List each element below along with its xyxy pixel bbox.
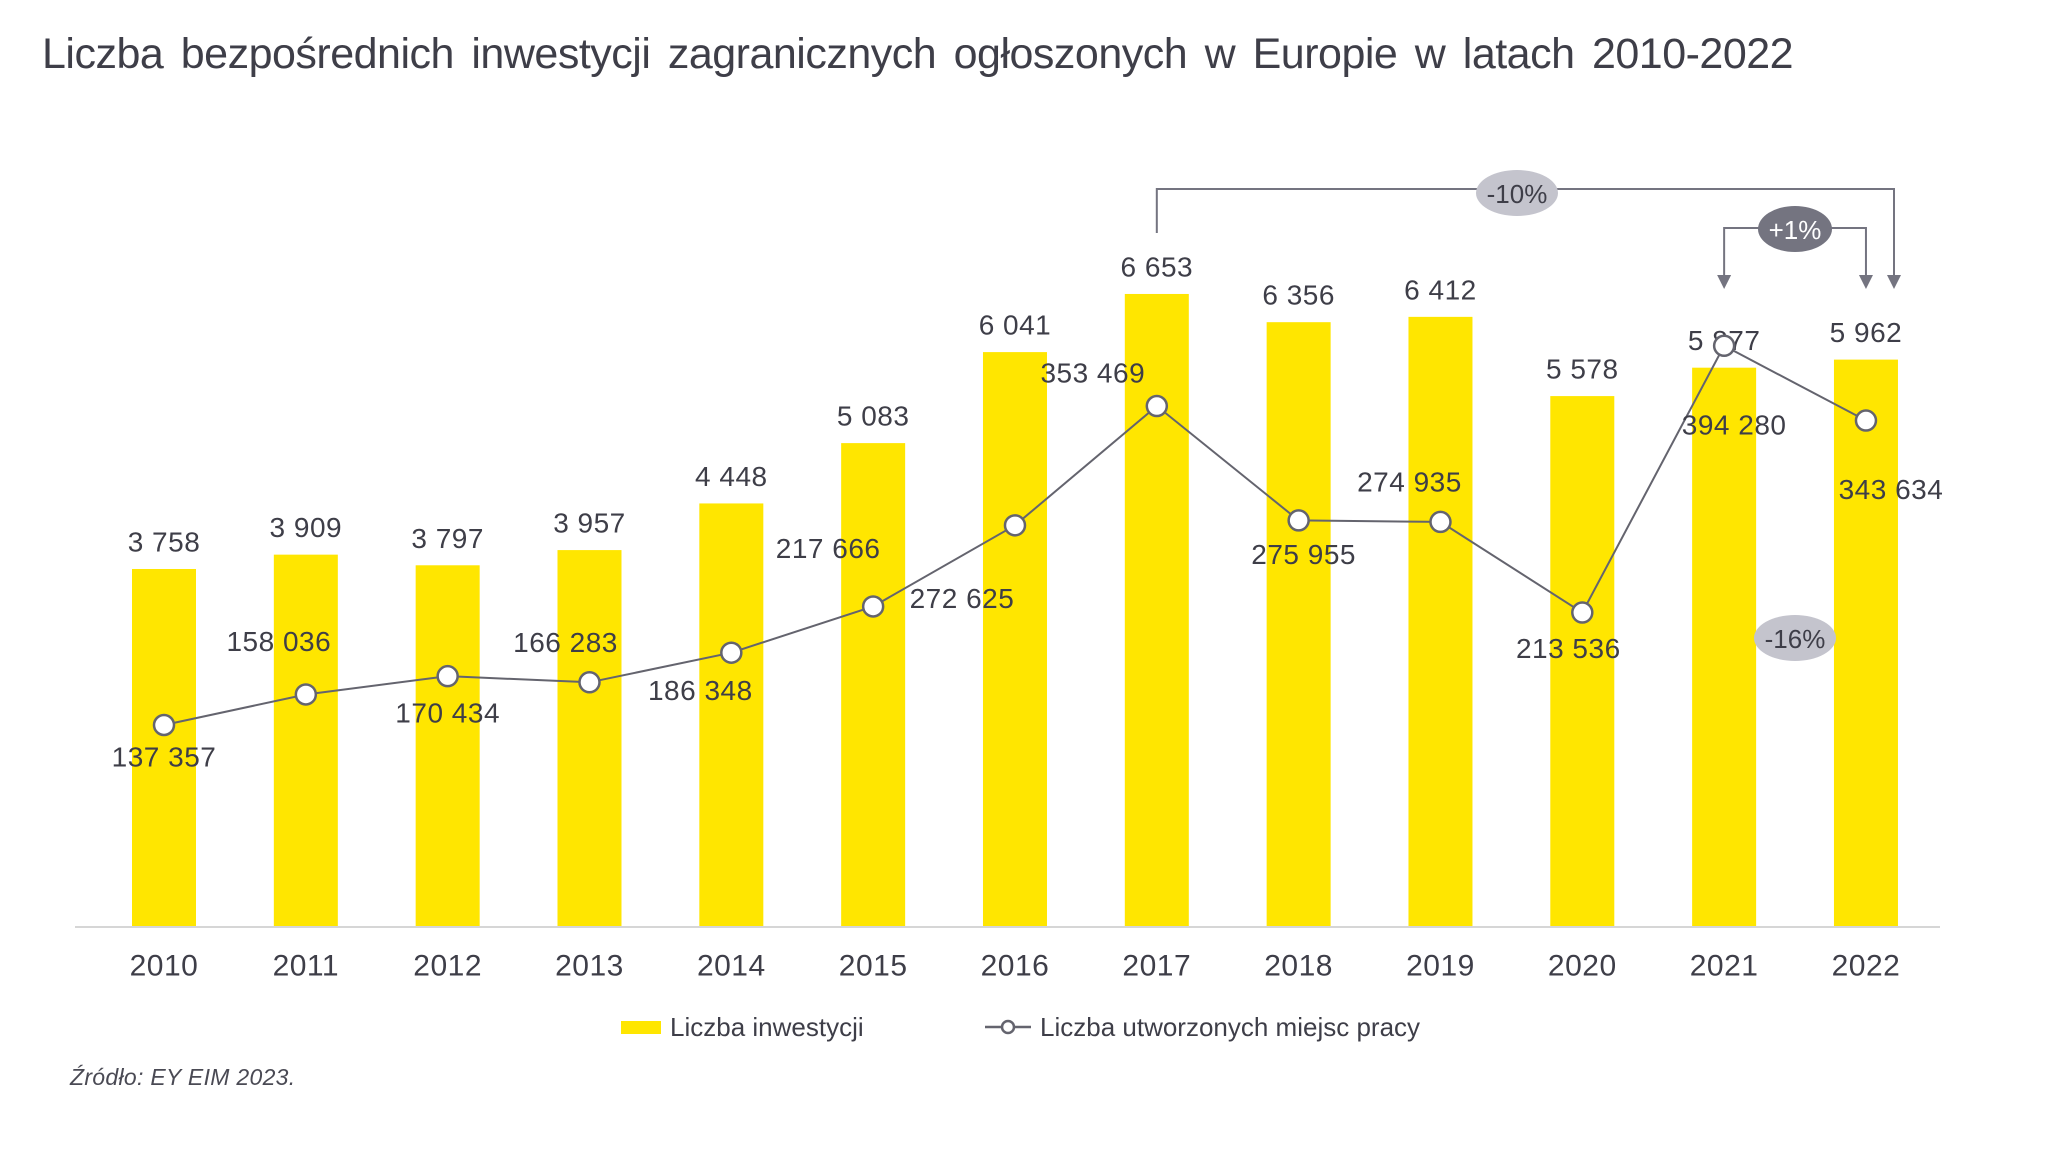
legend-item-jobs: Liczba utworzonych miejsc pracy [985, 1010, 1420, 1044]
line-point-2020 [1571, 601, 1594, 624]
line-point-2019 [1429, 510, 1452, 534]
arrow-down-icon-2022 [1858, 275, 1873, 289]
line-label-2020: 213 536 [1516, 633, 1621, 664]
line-point-2014 [720, 641, 743, 664]
bar-label-2022: 5 962 [1830, 317, 1903, 348]
bar-2018 [1266, 322, 1331, 926]
line-point-2012 [436, 664, 459, 688]
line-label-2015: 217 666 [776, 533, 881, 564]
bar-label-2015: 5 083 [837, 401, 910, 432]
line-label-2022: 343 634 [1839, 474, 1944, 505]
bar-swatch-icon [621, 1020, 661, 1034]
bar-label-2019: 6 412 [1404, 274, 1477, 305]
bar-label-2014: 4 448 [695, 461, 768, 492]
line-label-2012: 170 434 [395, 698, 500, 729]
year-label-2017: 2017 [1122, 950, 1191, 983]
legend-item-investments: Liczba inwestycji [621, 1010, 864, 1044]
bar-2019 [1408, 316, 1473, 926]
line-label-2016: 272 625 [910, 583, 1015, 614]
badge-plus-1 [1758, 206, 1832, 252]
bar-2013 [557, 550, 622, 926]
year-label-2022: 2022 [1832, 950, 1901, 983]
badge-minus-10 [1476, 170, 1558, 216]
year-label-2015: 2015 [839, 950, 908, 983]
bar-label-2011: 3 909 [270, 512, 343, 543]
bar-label-2017: 6 653 [1121, 251, 1194, 282]
year-label-2012: 2012 [413, 950, 482, 983]
arrow-down-icon-2021 [1717, 275, 1732, 289]
legend: Liczba inwestycji Liczba utworzonych mie… [0, 1010, 2048, 1044]
year-label-2021: 2021 [1690, 950, 1759, 983]
badge-minus-16 [1754, 615, 1836, 661]
bar-2020 [1550, 396, 1615, 927]
bar-2014 [699, 503, 764, 926]
bar-2015 [841, 443, 906, 926]
bar-label-2012: 3 797 [411, 523, 484, 554]
badge-minus-10-label: -10% [1487, 179, 1548, 209]
arrow-down-icon-2022-outer [1887, 275, 1901, 289]
line-label-2018: 275 955 [1251, 539, 1356, 570]
year-label-2011: 2011 [273, 950, 340, 983]
line-label-2011: 158 036 [226, 626, 331, 657]
chart-title: Liczba bezpośrednich inwestycji zagranic… [42, 30, 1794, 78]
year-label-2019: 2019 [1406, 950, 1475, 983]
line-point-2015 [861, 595, 885, 618]
line-point-2018 [1287, 509, 1310, 532]
bar-label-2013: 3 957 [553, 508, 626, 539]
year-label-2014: 2014 [697, 950, 766, 983]
line-point-2010 [152, 713, 176, 737]
badge-minus-16-label: -16% [1765, 624, 1826, 654]
bar-2012 [415, 565, 480, 926]
line-marker-icon [985, 1019, 1031, 1035]
line-label-2019: 274 935 [1357, 466, 1462, 497]
year-label-2010: 2010 [130, 950, 199, 983]
year-label-2020: 2020 [1548, 950, 1617, 983]
bar-2016 [982, 352, 1047, 927]
bar-2017 [1124, 293, 1189, 927]
year-label-2013: 2013 [555, 950, 624, 983]
badge-plus-1-label: +1% [1769, 215, 1822, 245]
source-note: Źródło: EY EIM 2023. [70, 1064, 296, 1090]
bar-label-2016: 6 041 [979, 310, 1052, 341]
line-label-2013: 166 283 [513, 627, 618, 658]
line-label-2014: 186 348 [648, 675, 753, 706]
bar-2010 [132, 568, 196, 926]
line-label-2010: 137 357 [112, 742, 217, 773]
bar-label-2010: 3 758 [128, 526, 201, 557]
year-label-2018: 2018 [1264, 950, 1333, 983]
legend-line-label: Liczba utworzonych miejsc pracy [1040, 1011, 1421, 1042]
line-point-2022 [1854, 409, 1878, 432]
line-point-2016 [1003, 514, 1027, 537]
line-point-2021 [1712, 334, 1736, 358]
bar-label-2020: 5 578 [1546, 354, 1619, 385]
bar-2011 [273, 554, 338, 926]
line-point-2017 [1145, 394, 1169, 418]
line-point-2013 [578, 671, 601, 694]
legend-bar-label: Liczba inwestycji [670, 1011, 864, 1042]
line-label-2021: 394 280 [1682, 409, 1787, 440]
line-point-2011 [294, 683, 318, 706]
bar-2022 [1833, 359, 1898, 926]
line-label-2017: 353 469 [1040, 358, 1145, 389]
bar-2021 [1692, 367, 1757, 926]
bar-label-2018: 6 356 [1262, 280, 1335, 311]
year-label-2016: 2016 [981, 950, 1050, 983]
